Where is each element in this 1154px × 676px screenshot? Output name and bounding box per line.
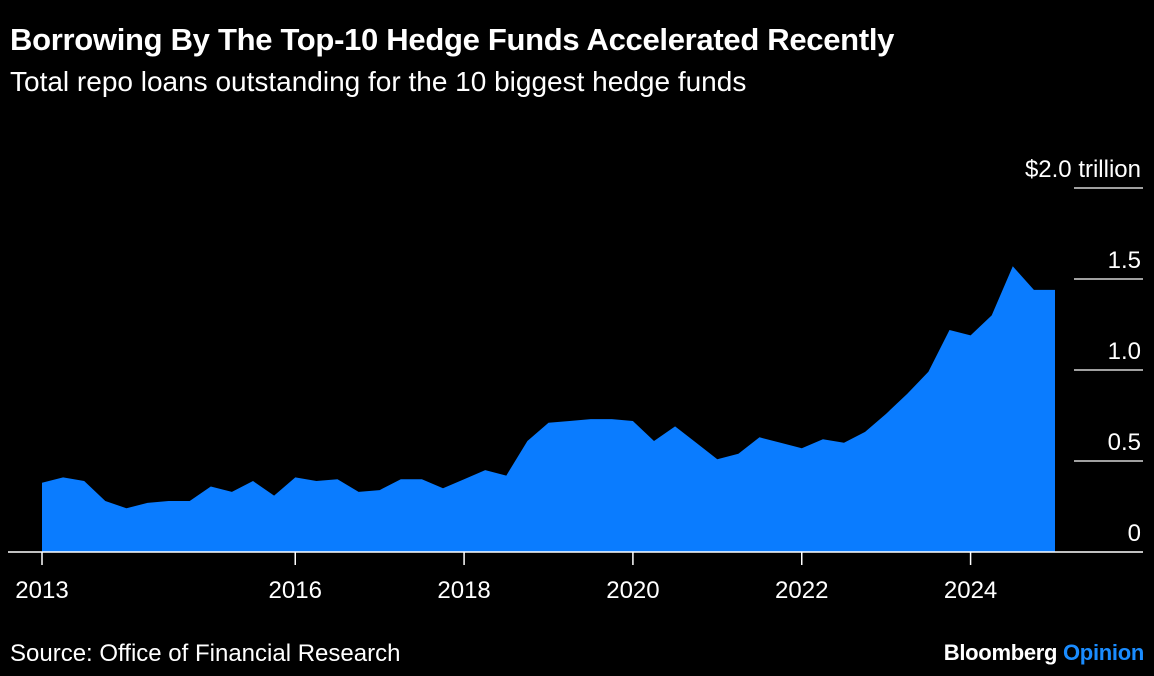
brand-secondary: Opinion — [1063, 640, 1144, 665]
x-tick-label: 2022 — [775, 577, 828, 604]
area-series — [42, 266, 1055, 552]
y-tick-label: 0.5 — [1108, 429, 1141, 456]
x-tick-label: 2018 — [437, 577, 490, 604]
source-note: Source: Office of Financial Research — [10, 640, 401, 667]
x-tick-label: 2024 — [944, 577, 997, 604]
x-tick-label: 2016 — [269, 577, 322, 604]
x-tick-label: 2013 — [15, 577, 68, 604]
y-tick-label: 0 — [1128, 520, 1141, 547]
brand-logo: Bloomberg Opinion — [943, 640, 1145, 666]
x-tick-label: 2020 — [606, 577, 659, 604]
y-tick-label: $2.0 trillion — [1025, 156, 1141, 183]
chart-subtitle: Total repo loans outstanding for the 10 … — [10, 66, 747, 97]
chart-title: Borrowing By The Top-10 Hedge Funds Acce… — [10, 22, 895, 57]
y-tick-label: 1.0 — [1108, 338, 1141, 365]
brand-primary: Bloomberg — [943, 640, 1058, 665]
y-tick-label: 1.5 — [1108, 247, 1141, 274]
